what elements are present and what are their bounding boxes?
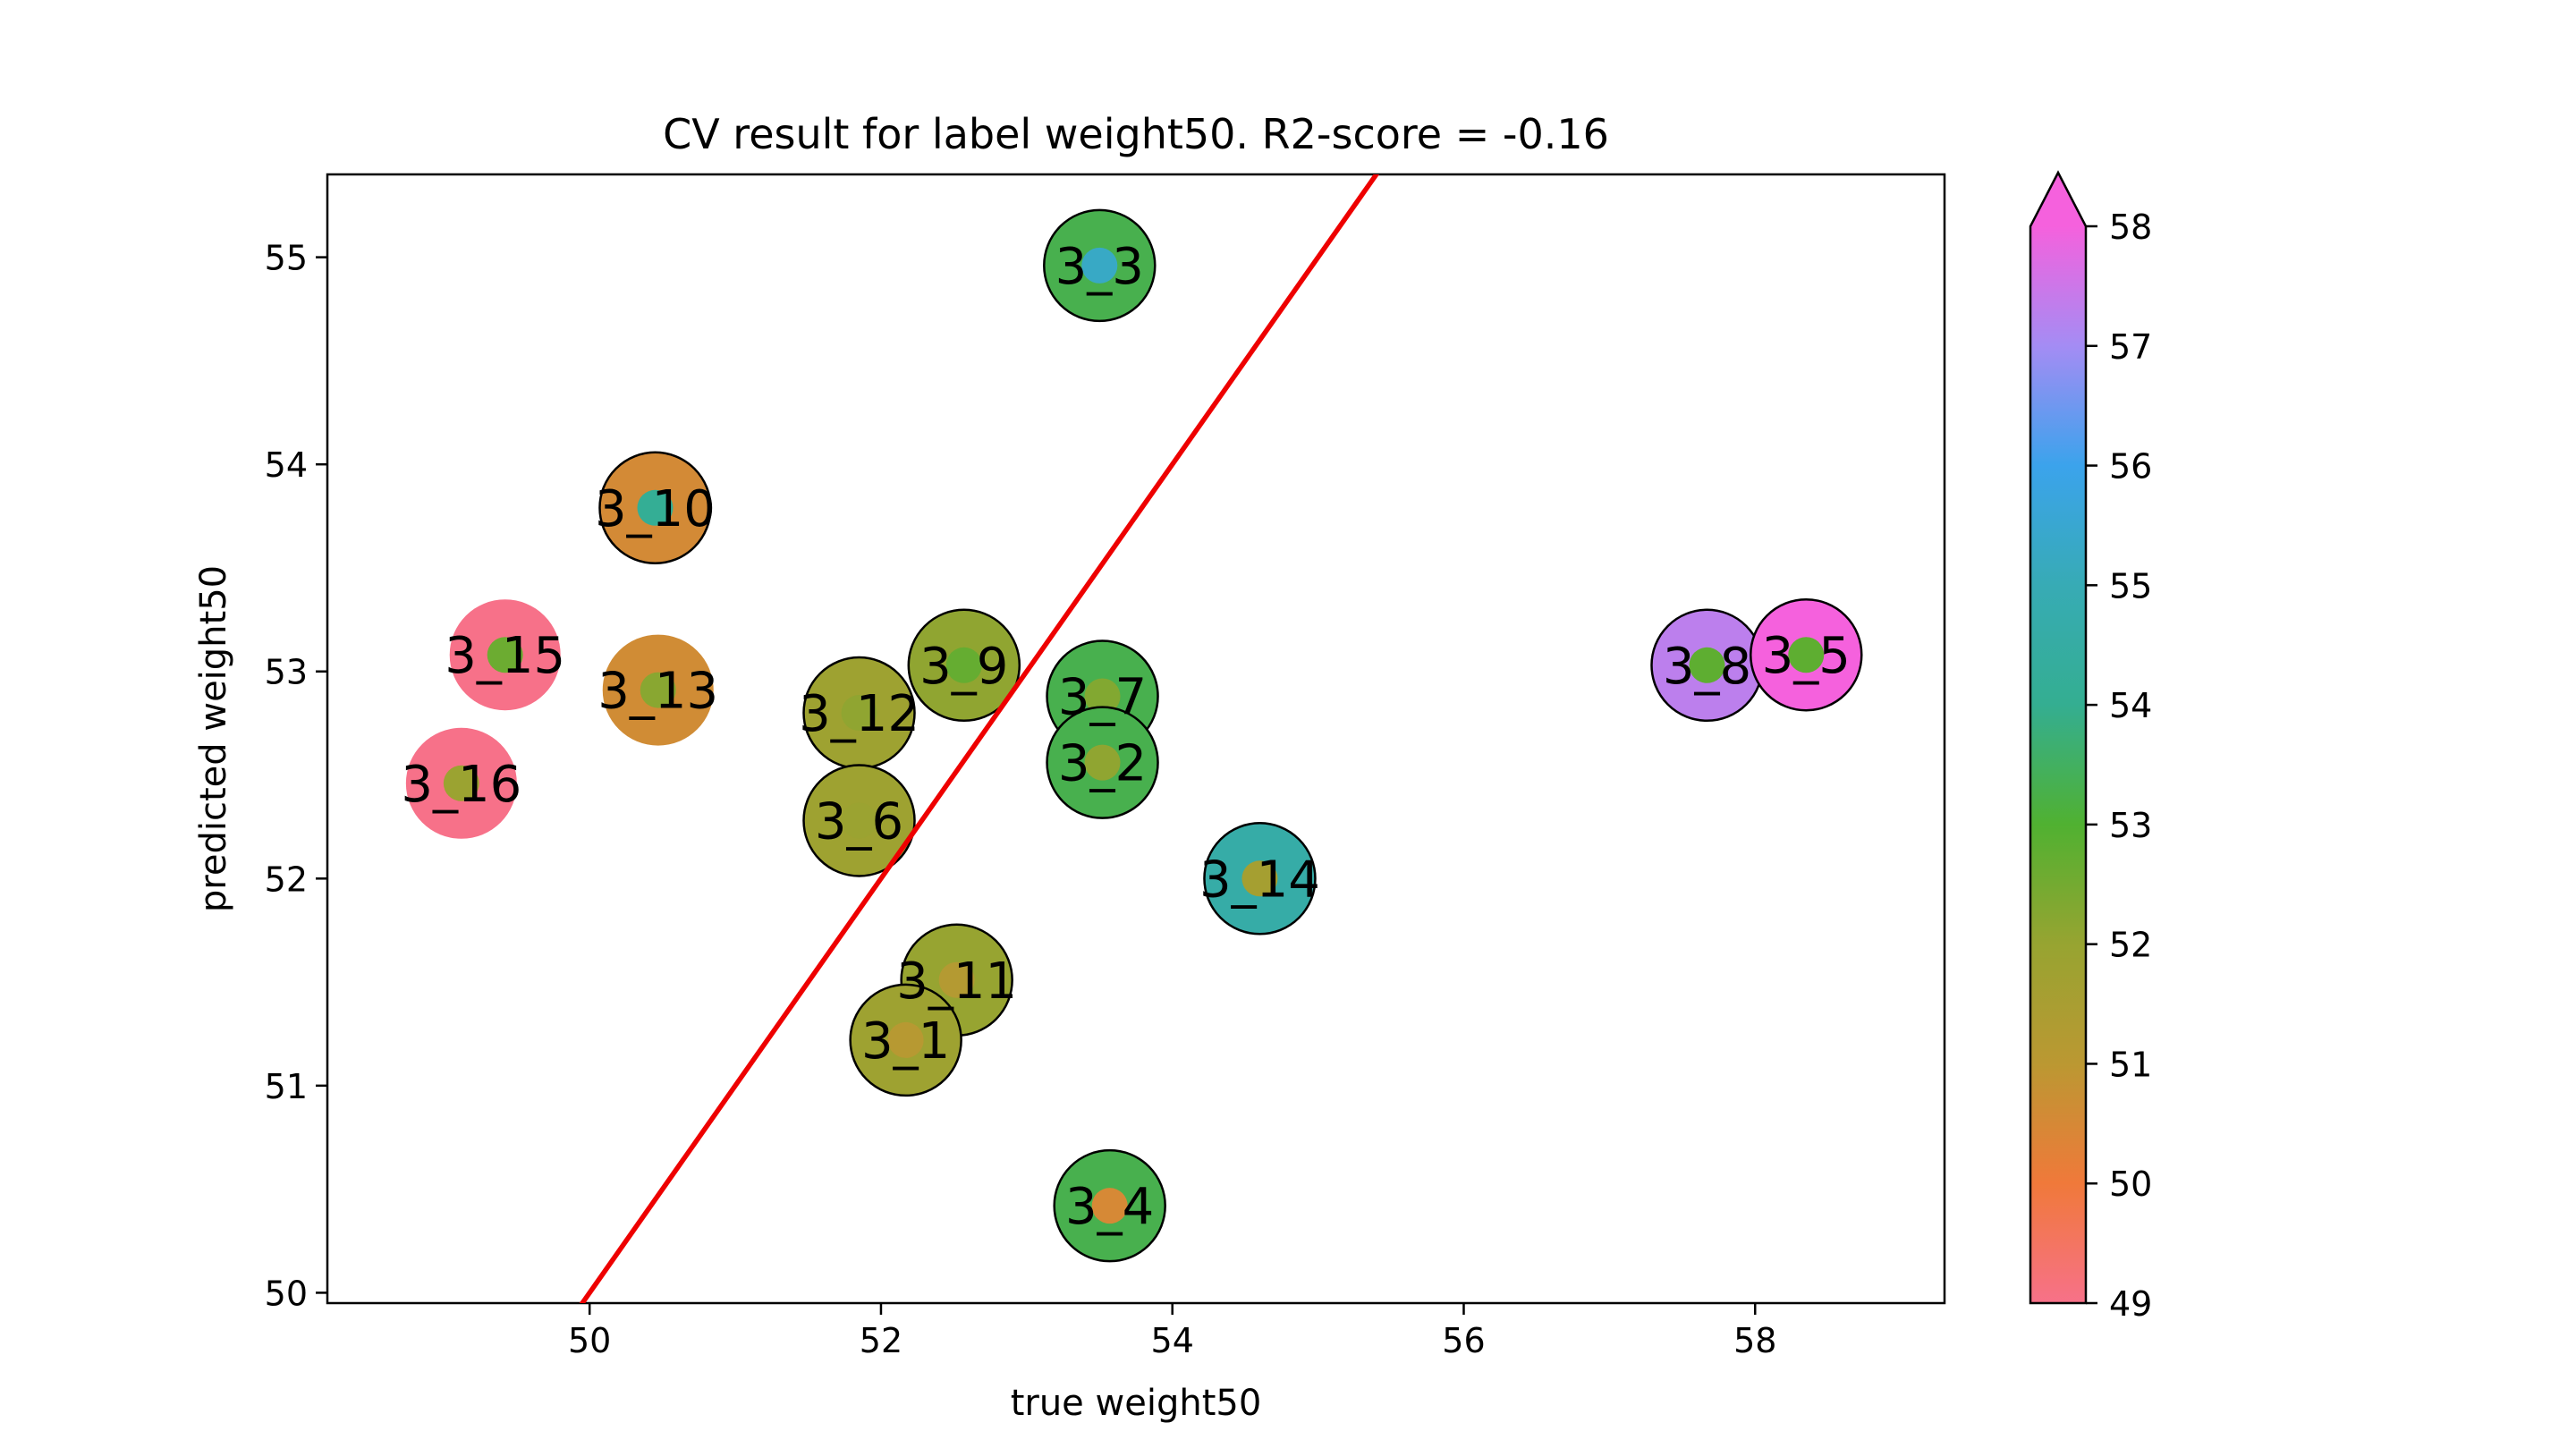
- y-tick-label: 55: [265, 239, 308, 278]
- point-label: 3_4: [1065, 1178, 1154, 1236]
- colorbar-tick-label: 56: [2109, 447, 2152, 487]
- data-point: [802, 764, 916, 877]
- x-tick-label: 54: [1151, 1321, 1194, 1360]
- x-tick-label: 52: [860, 1321, 902, 1360]
- y-tick-label: 54: [265, 445, 308, 485]
- plot-area: 3_3 3_10 3_15 3_13 3_16 3_93_12 3_7 3_2 3_6 3_14 3…: [326, 173, 1946, 1305]
- point-label: 3_10: [595, 480, 716, 538]
- x-axis: 50 52 54 56 58: [568, 1303, 1776, 1360]
- data-point: [1203, 822, 1317, 936]
- data-point: [598, 451, 712, 565]
- point-label: 3_7: [1058, 669, 1147, 727]
- x-tick-label: 50: [568, 1321, 611, 1360]
- point-inner-marker: [887, 1021, 924, 1058]
- point-label: 3_13: [597, 663, 718, 721]
- colorbar-tick-label: 55: [2109, 566, 2152, 605]
- point-inner-marker: [1241, 860, 1278, 897]
- point-inner-marker: [1689, 647, 1725, 683]
- colorbar-tick-label: 53: [2109, 806, 2152, 845]
- point-label: 3_16: [401, 756, 521, 814]
- point-label: 3_3: [1055, 238, 1144, 296]
- point-inner-marker: [640, 672, 676, 708]
- point-label: 3_1: [861, 1012, 950, 1071]
- point-label: 3_6: [815, 792, 903, 851]
- y-tick-label: 51: [265, 1067, 308, 1106]
- point-inner-marker: [443, 765, 479, 801]
- colorbar-tick-label: 52: [2109, 926, 2152, 965]
- point-inner-marker: [1091, 1188, 1128, 1224]
- colorbar-tick-label: 54: [2109, 686, 2152, 725]
- point-inner-marker: [637, 489, 674, 526]
- colorbar-tick-label: 49: [2109, 1284, 2152, 1324]
- x-tick-label: 58: [1733, 1321, 1776, 1360]
- point-inner-marker: [1081, 247, 1118, 284]
- point-label: 3_9: [919, 638, 1008, 696]
- point-inner-marker: [1084, 678, 1121, 715]
- y-axis: 50 51 52 53 54 55: [265, 239, 327, 1313]
- data-point: [1053, 1148, 1166, 1263]
- data-point: [1046, 706, 1159, 819]
- colorbar-tick-label: 51: [2109, 1045, 2152, 1084]
- data-point: [907, 608, 1021, 723]
- data-point: [849, 983, 962, 1097]
- data-point: [802, 656, 916, 770]
- point-label: 3_8: [1663, 638, 1751, 696]
- colorbar-tick-label: 50: [2109, 1164, 2152, 1204]
- y-axis-label: predicted weight50: [193, 565, 234, 912]
- point-label: 3_5: [1762, 627, 1851, 685]
- point-inner-marker: [487, 637, 523, 673]
- point-label: 3_14: [1199, 851, 1320, 909]
- point-label: 3_12: [799, 685, 919, 743]
- y-tick-label: 53: [265, 653, 308, 692]
- data-point: [1043, 208, 1157, 323]
- point-inner-marker: [1788, 637, 1825, 673]
- data-point: [449, 599, 561, 711]
- x-tick-label: 56: [1442, 1321, 1485, 1360]
- identity-line: [579, 174, 1380, 1303]
- point-inner-marker: [1084, 744, 1121, 781]
- point-inner-marker: [841, 695, 877, 732]
- data-point: [602, 634, 714, 746]
- chart-title: CV result for label weight50. R2-score =…: [663, 110, 1609, 158]
- point-inner-marker: [841, 802, 877, 839]
- point-label: 3_2: [1058, 735, 1147, 793]
- y-tick-label: 52: [265, 859, 308, 899]
- colorbar: 49 50 51 52 53 54 55 56 57 58: [2029, 170, 2152, 1324]
- colorbar-tick-label: 58: [2109, 207, 2152, 247]
- colorbar-gradient: [2030, 226, 2086, 1303]
- colorbar-tick-label: 57: [2109, 327, 2152, 367]
- point-label: 3_11: [896, 953, 1017, 1011]
- colorbar-outline: [2029, 170, 2088, 1305]
- x-axis-label: true weight50: [1011, 1383, 1262, 1424]
- y-tick-label: 50: [265, 1274, 308, 1313]
- point-label: 3_15: [445, 627, 565, 685]
- colorbar-extend-arrow: [2030, 173, 2086, 226]
- data-point: [1750, 597, 1863, 712]
- point-inner-marker: [938, 961, 975, 998]
- point-inner-marker: [945, 647, 982, 683]
- data-point: [405, 727, 517, 839]
